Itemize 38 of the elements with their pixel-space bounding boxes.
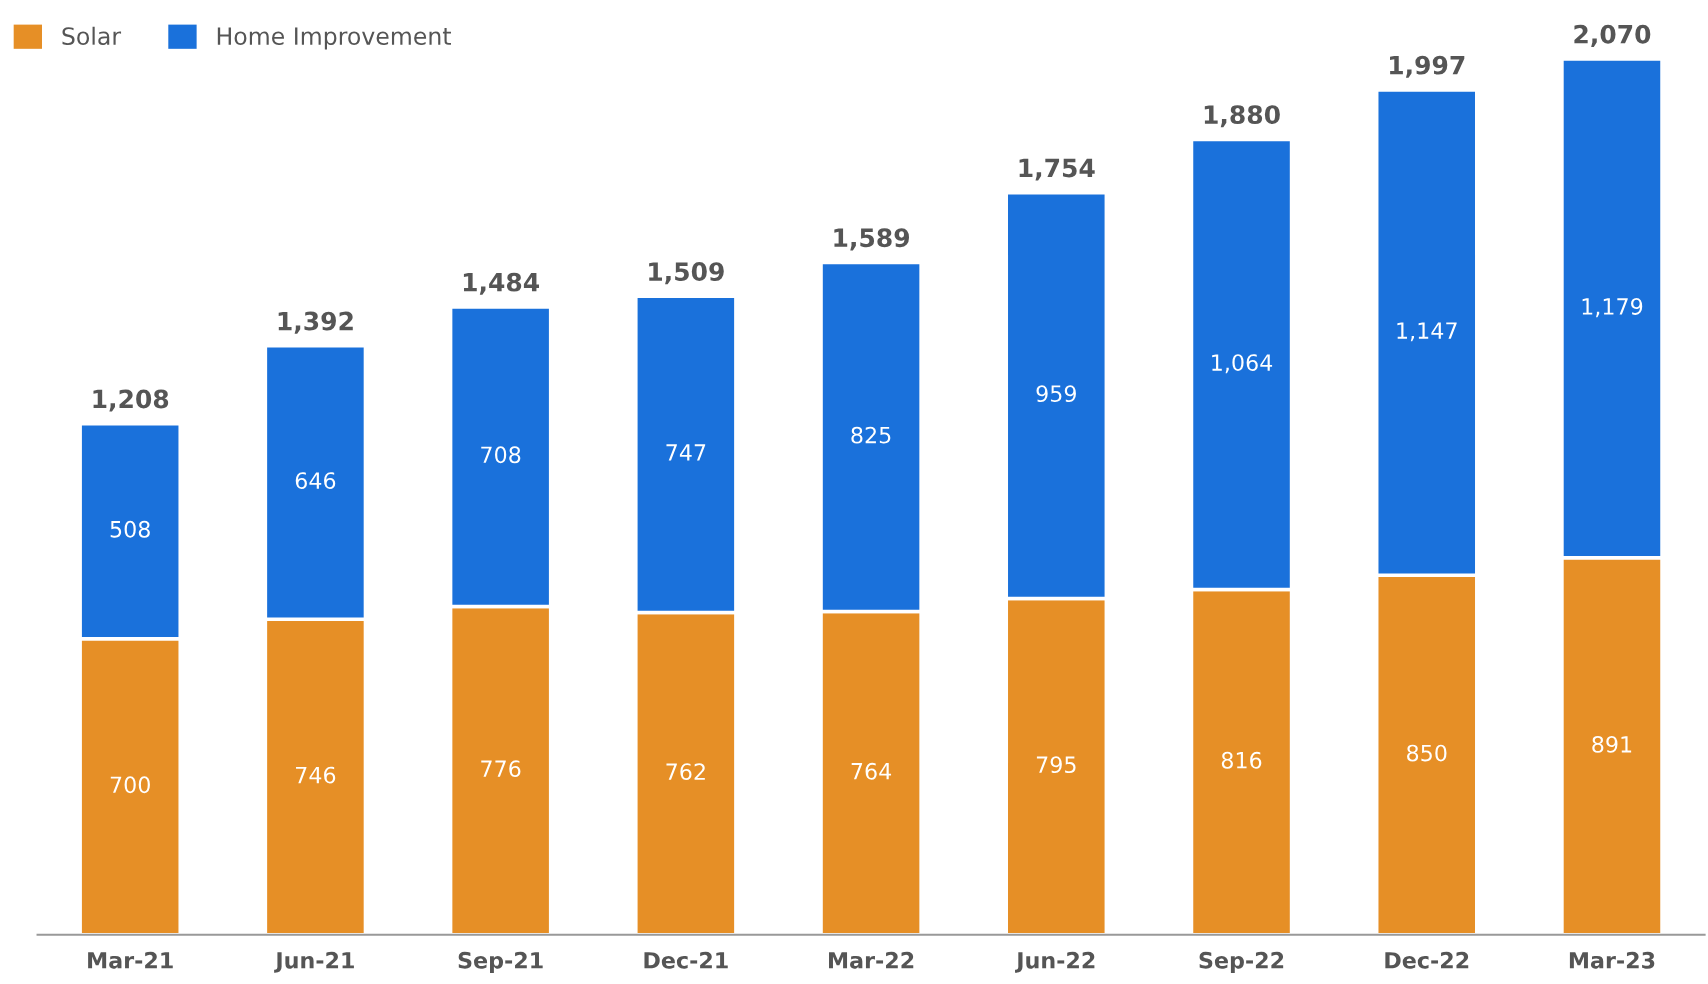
total-label: 1,208 [93, 389, 169, 412]
data-label: 1,147 [1397, 322, 1457, 342]
x-tick-label: Sep-21 [458, 951, 543, 973]
data-label: 1,179 [1582, 298, 1643, 318]
x-tick-label: Dec-21 [644, 951, 728, 969]
x-tick-label: Dec-22 [1385, 951, 1469, 969]
data-label: 891 [1592, 735, 1632, 753]
data-label: 646 [295, 472, 336, 489]
x-tick-label: Mar-23 [1569, 951, 1655, 969]
data-label: 700 [110, 776, 150, 794]
data-label: 1,064 [1212, 354, 1273, 374]
total-label: 1,880 [1204, 105, 1280, 128]
x-tick-label: Jun-22 [1015, 951, 1095, 973]
data-label: 762 [666, 763, 705, 781]
total-label: 1,997 [1390, 55, 1465, 78]
total-label: 1,509 [649, 262, 724, 285]
x-tick-label: Mar-22 [829, 951, 914, 969]
total-label: 1,754 [1019, 158, 1095, 181]
data-label: 708 [481, 446, 521, 464]
total-label: 1,392 [278, 311, 353, 334]
legend-label: Home Improvement [217, 27, 452, 50]
data-label: 959 [1036, 385, 1076, 403]
x-tick-label: Sep-22 [1199, 951, 1284, 973]
legend-label: Solar [62, 26, 122, 46]
data-label: 850 [1407, 744, 1447, 762]
x-tick-label: Mar-21 [88, 951, 173, 969]
data-label: 508 [110, 520, 150, 538]
data-label: 764 [851, 762, 892, 780]
x-tick-label: Jun-21 [274, 951, 354, 973]
total-label: 1,589 [834, 228, 910, 251]
total-label: 2,070 [1574, 24, 1651, 47]
total-label: 1,484 [463, 272, 540, 295]
data-label: 816 [1221, 751, 1262, 769]
data-label: 795 [1036, 756, 1076, 774]
data-label: 746 [296, 766, 336, 784]
data-label: 825 [851, 426, 891, 444]
data-label: 747 [666, 444, 706, 461]
data-label: 776 [481, 760, 521, 778]
